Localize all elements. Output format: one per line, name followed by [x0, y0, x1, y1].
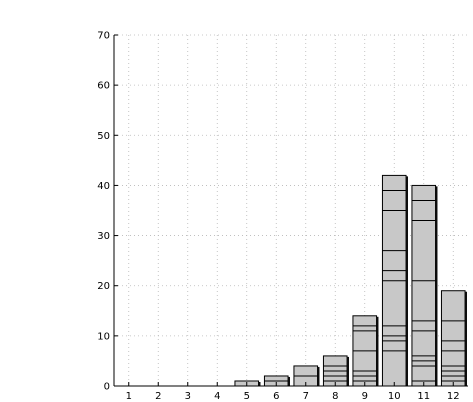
x-tick-label-5: 5 — [244, 391, 250, 402]
bar-11 — [411, 184, 438, 387]
x-tick-label-6: 6 — [273, 391, 279, 402]
y-tick-label-30: 30 — [97, 231, 110, 242]
y-tick-label-50: 50 — [97, 131, 110, 142]
bar-7 — [293, 365, 320, 387]
bars — [116, 174, 467, 387]
y-tick-label-70: 70 — [97, 31, 110, 42]
y-tick-label-20: 20 — [97, 281, 110, 292]
y-tick-label-0: 0 — [104, 382, 110, 393]
x-tick-label-12: 12 — [447, 391, 460, 402]
x-tick-label-3: 3 — [185, 391, 191, 402]
bar-9 — [352, 315, 379, 387]
bar-10 — [381, 174, 408, 387]
bar-rect-12 — [440, 290, 466, 387]
y-tick-label-60: 60 — [97, 81, 110, 92]
y-tick-label-10: 10 — [97, 331, 110, 342]
x-tick-label-1: 1 — [126, 391, 132, 402]
bar-5 — [234, 380, 261, 387]
x-tick-label-10: 10 — [388, 391, 401, 402]
x-tick-label-8: 8 — [332, 391, 338, 402]
x-tick-label-9: 9 — [362, 391, 368, 402]
bar-12 — [440, 290, 467, 387]
x-tick-label-2: 2 — [155, 391, 161, 402]
axes — [113, 34, 468, 387]
x-tick-label-7: 7 — [303, 391, 309, 402]
bar-6 — [263, 375, 290, 387]
x-tick-label-4: 4 — [214, 391, 220, 402]
x-tick-label-11: 11 — [417, 391, 430, 402]
y-tick-label-40: 40 — [97, 181, 110, 192]
bar-8 — [322, 355, 349, 387]
